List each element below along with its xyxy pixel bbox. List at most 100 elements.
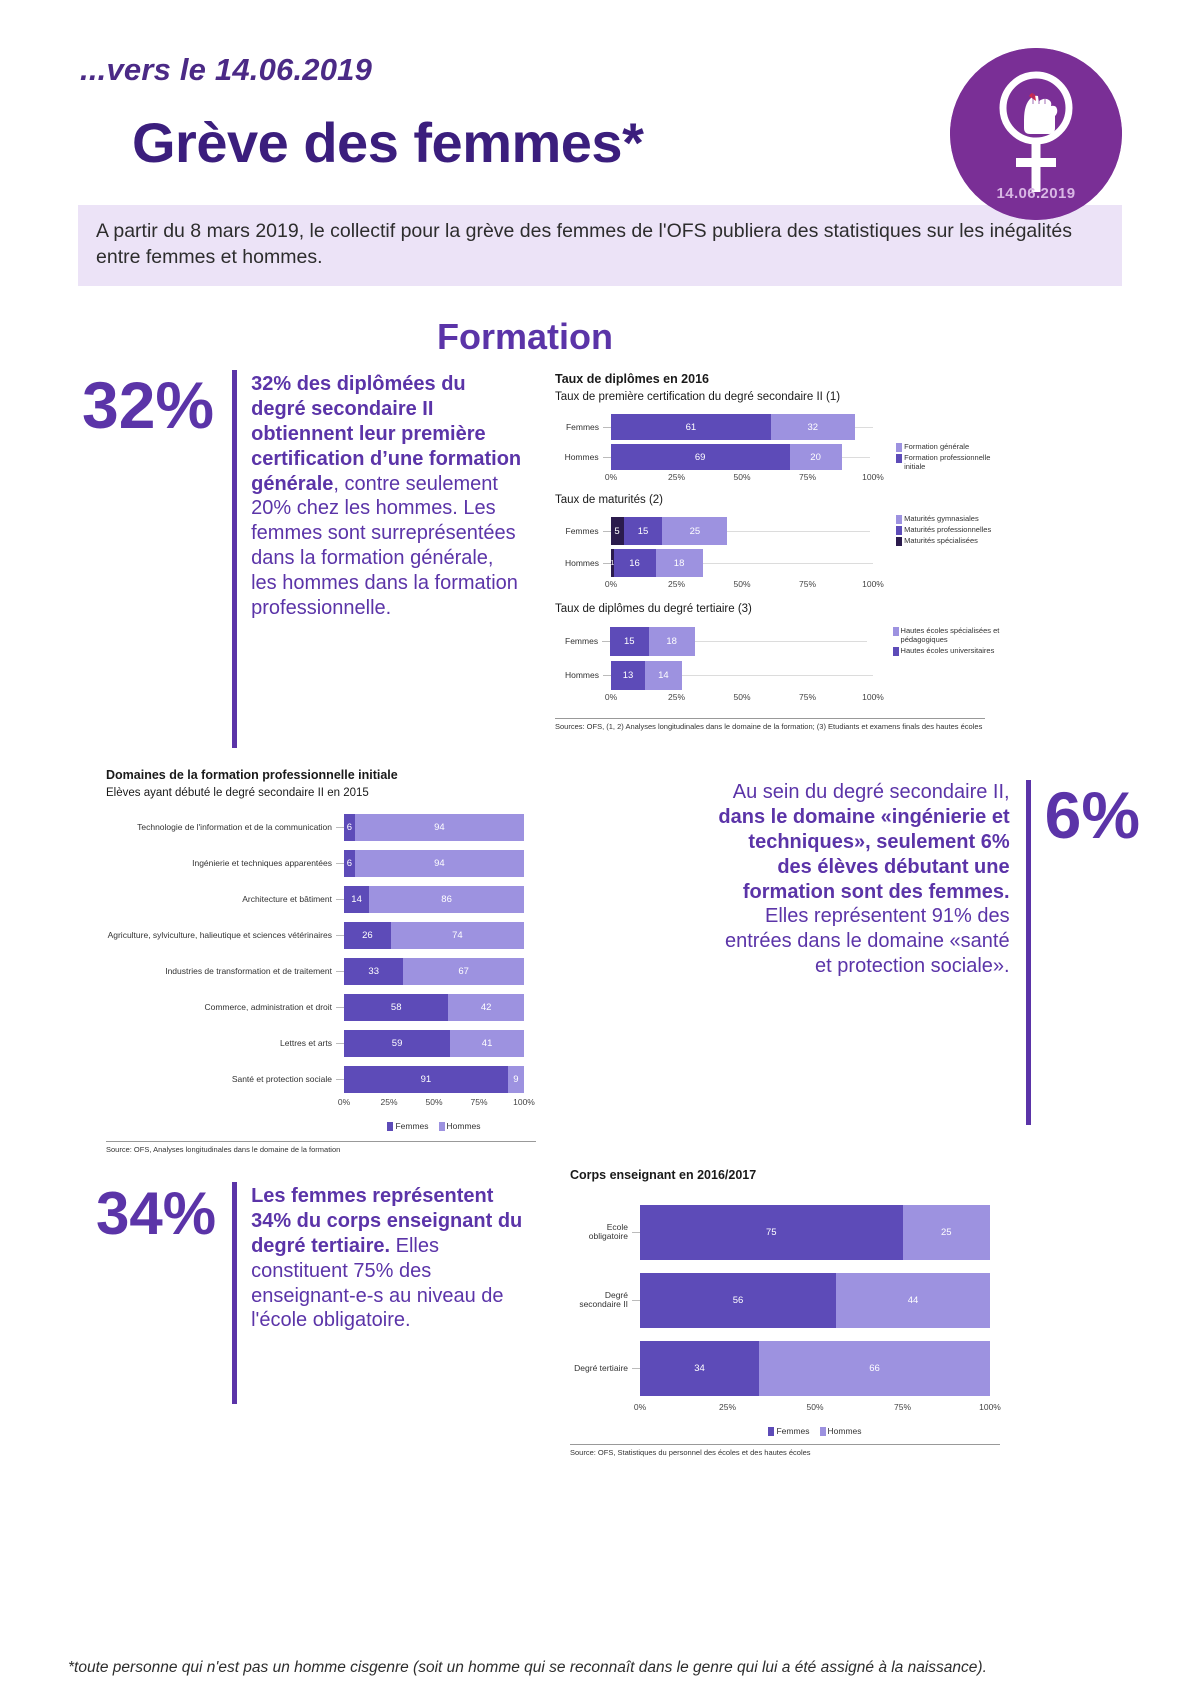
x-axis: 0% 25% 50% 75% 100%: [634, 1402, 1001, 1420]
bar-segment-hommes: 67: [403, 957, 524, 985]
tick-dash: [602, 640, 611, 642]
x-tick: 100%: [513, 1097, 535, 1108]
tick-dash: [336, 1078, 344, 1080]
chart-legend: Formation générale Formation professionn…: [896, 442, 1010, 473]
tick-dash: [632, 1231, 640, 1233]
tick-dash: [336, 970, 344, 972]
x-tick: 25%: [380, 1097, 398, 1108]
chart-domaines-formation: Domaines de la formation professionnelle…: [0, 768, 560, 1154]
stat-6-rest: Elles représentent 91% des entrées dans …: [724, 905, 1010, 978]
x-tick: 0%: [604, 579, 618, 590]
x-tick: 75%: [470, 1097, 488, 1108]
bar-row: Hommes 1 16 18: [555, 547, 1010, 579]
chart-corps-enseignant: Corps enseignant en 2016/2017 Ecole obli…: [560, 1168, 1200, 1457]
bar-label: Hommes: [564, 557, 599, 568]
bar-label: Femmes: [565, 525, 599, 536]
page-header: ...vers le 14.06.2019 Grève des femmes* …: [0, 0, 1200, 220]
table-row: Industries de transformation et de trait…: [106, 953, 560, 989]
stat-34-value: 34%: [96, 1180, 217, 1248]
axis-line: [610, 531, 871, 533]
chart-title: Taux de diplômes en 2016: [555, 372, 709, 387]
bar-track: 33 67: [344, 957, 524, 985]
axis-line: [611, 563, 873, 565]
bar-segment-femmes: 59: [344, 1029, 451, 1057]
bar-label: Architecture et bâtiment: [242, 893, 332, 904]
title-asterisk: *: [622, 111, 644, 174]
legend-swatch: [892, 646, 899, 656]
bar-segment-formation-prof: 20: [789, 444, 842, 471]
stat-block-6: Au sein du degré secondaire II, dans le …: [560, 768, 1200, 1154]
x-tick: 100%: [862, 692, 884, 703]
bar-label: Industries de transformation et de trait…: [165, 965, 332, 976]
stat-32-value: 32%: [82, 368, 215, 443]
stat-32-bold: 32% des diplômées du degré secondaire II…: [251, 373, 522, 495]
x-tick: 25%: [718, 1402, 737, 1413]
stat-block-32: 32% 32% des diplômées du degré secondair…: [0, 364, 555, 749]
legend-item: Hommes: [438, 1121, 481, 1132]
legend-label: Maturités professionnelles: [904, 525, 992, 535]
legend-swatch: [768, 1427, 775, 1437]
stat-6-bold: dans le domaine «ingénierie et technique…: [718, 806, 1010, 903]
bar-track: 69 20: [610, 444, 871, 471]
legend-label: Formation professionnelle initiale: [904, 453, 991, 472]
bar-track: 61 32: [611, 414, 873, 441]
bar-label: Ecole obligatoire: [588, 1221, 628, 1242]
table-row: Degré secondaire II 56 44: [570, 1266, 1200, 1334]
bar-segment-femmes: 6: [344, 849, 355, 877]
legend-item: Hommes: [819, 1426, 862, 1437]
bar-segment-hommes: 44: [836, 1272, 990, 1328]
bar-segment-hommes: 66: [759, 1340, 990, 1396]
bar-label: Degré tertiaire: [574, 1362, 628, 1373]
bar-segment-femmes: 33: [344, 957, 404, 985]
bar-track: 26 74: [344, 921, 524, 949]
chart-taux-diplomes-panel: Taux de diplômes en 2016 Taux de premièr…: [555, 364, 1010, 748]
legend-label: Hommes: [827, 1426, 862, 1437]
bar-segment-formation-generale: 61: [611, 414, 771, 441]
bar-track: 34 66: [640, 1340, 990, 1396]
x-tick: 0%: [337, 1097, 351, 1108]
bar-segment-hommes: 94: [354, 849, 524, 877]
chart-taux-maturites: Taux de maturités (2) Femmes 5 15 25 Ma: [555, 494, 1010, 595]
chart-legend: Hautes écoles spécialisées et pédagogiqu…: [892, 626, 1010, 657]
chart-taux-diplomes-2016: Taux de diplômes en 2016 Taux de premièr…: [555, 372, 1010, 488]
bar-row: Femmes 61 32: [555, 412, 1010, 442]
bar-track: 14 86: [344, 885, 524, 913]
legend-item: Femmes: [387, 1121, 429, 1132]
bar-segment-hautes-ecoles-universitaires: 13: [611, 660, 646, 690]
x-tick: 75%: [798, 579, 817, 590]
x-tick: 0%: [604, 692, 618, 703]
bar-track: 1 16 18: [611, 549, 873, 578]
legend-item: Femmes: [768, 1426, 810, 1437]
x-tick: 100%: [979, 1402, 1001, 1413]
legend-swatch: [896, 515, 903, 525]
x-axis: 0% 25% 50% 75% 100%: [605, 692, 884, 710]
bar-segment-femmes: 91: [344, 1065, 508, 1093]
x-axis: 0% 25% 50% 75% 100%: [605, 472, 884, 488]
table-row: Degré tertiaire 34 66: [570, 1334, 1200, 1402]
table-row: Architecture et bâtiment 14 86: [106, 881, 560, 917]
legend-label: Hautes écoles universitaires: [900, 645, 995, 655]
chart-source: Sources: OFS, (1, 2) Analyses longitudin…: [555, 718, 985, 731]
bar-segment-femmes: 56: [640, 1272, 836, 1328]
legend-label: Hommes: [446, 1121, 481, 1132]
tick-dash: [336, 1006, 344, 1008]
bar-track: 56 44: [640, 1272, 990, 1328]
legend-swatch: [896, 537, 903, 547]
legend-item: Maturités spécialisées: [896, 536, 1010, 547]
x-tick: 100%: [862, 472, 884, 483]
table-row: Lettres et arts 59 41: [106, 1025, 560, 1061]
bar-segment-formation-prof: 32: [770, 414, 855, 441]
legend-swatch: [438, 1122, 445, 1132]
chart-subtitle: Taux de diplômes du degré tertiaire (3): [555, 603, 752, 616]
stat-32-divider: [232, 370, 238, 749]
bar-segment-hommes: 9: [507, 1065, 524, 1093]
table-row: Ecole obligatoire 75 25: [570, 1198, 1200, 1266]
tick-dash: [603, 674, 611, 676]
bar-segment-hommes: 74: [390, 921, 524, 949]
x-tick: 75%: [893, 1402, 912, 1413]
bar-segment-femmes: 6: [344, 813, 355, 841]
table-row: Technologie de l'information et de la co…: [106, 809, 560, 845]
venus-fist-icon: [950, 48, 1122, 220]
page-title-text: Grève des femmes: [132, 111, 623, 174]
tick-dash: [336, 934, 344, 936]
